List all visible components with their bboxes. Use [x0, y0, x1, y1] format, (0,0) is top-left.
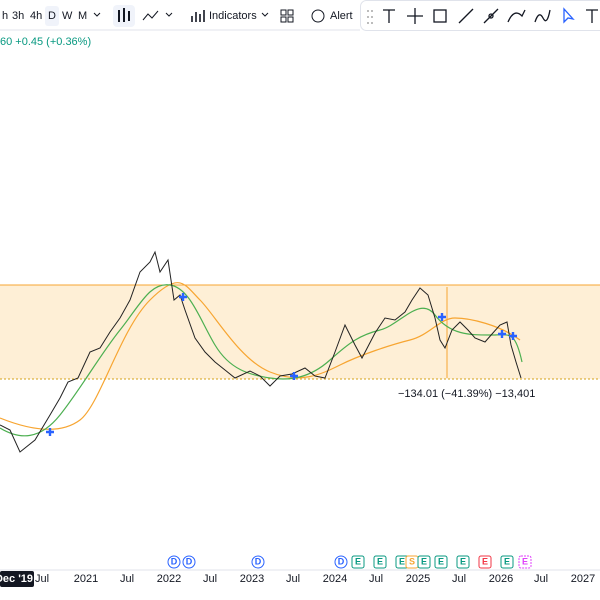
event-label: D: [186, 556, 193, 566]
drawing-tools[interactable]: [367, 7, 598, 24]
event-badge[interactable]: [478, 555, 492, 569]
time-label: Jul: [369, 573, 383, 585]
time-label: 2024: [323, 573, 347, 585]
measure-label: −134.01 (−41.39%) −13,401: [398, 388, 535, 400]
event-badge[interactable]: [167, 555, 181, 569]
time-label: Jul: [452, 573, 466, 585]
time-label: Jul: [35, 573, 49, 585]
time-label: 2027: [571, 573, 595, 585]
time-label: 2026: [489, 573, 513, 585]
range-band: [0, 285, 600, 379]
time-label: 2023: [240, 573, 264, 585]
event-label: E: [377, 556, 383, 566]
time-label: Dec '19: [0, 573, 33, 585]
event-badge[interactable]: [334, 555, 348, 569]
event-badge[interactable]: [500, 555, 514, 569]
event-badge[interactable]: [456, 555, 470, 569]
dropdown-arrow[interactable]: [165, 12, 173, 17]
event-label: E: [460, 556, 466, 566]
event-label: D: [171, 556, 178, 566]
event-badge[interactable]: [518, 555, 532, 569]
time-label: Jul: [120, 573, 134, 585]
event-label: D: [255, 556, 262, 566]
event-badge[interactable]: [434, 555, 448, 569]
slow-ma: [0, 282, 521, 430]
time-label: Jul: [534, 573, 548, 585]
indicators-button[interactable]: Indicators: [209, 10, 257, 22]
event-label: E: [482, 556, 488, 566]
time-label: 2021: [74, 573, 98, 585]
event-badge[interactable]: [373, 555, 387, 569]
event-badge[interactable]: [182, 555, 196, 569]
event-label: S: [409, 556, 415, 566]
dropdown-arrow[interactable]: [93, 12, 101, 17]
event-badge[interactable]: [417, 555, 431, 569]
event-label: E: [355, 556, 361, 566]
chart-type-icon[interactable]: [142, 10, 159, 21]
fast-ma: [0, 284, 523, 437]
time-axis: Dec '19 Jul 2021 Jul 2022 Jul 2023 Jul 2…: [0, 573, 595, 585]
price-series: [0, 250, 522, 453]
timeframe[interactable]: D: [48, 10, 56, 22]
events: D D D D E E E S E E E E E E: [167, 555, 532, 569]
time-label: 2025: [406, 573, 430, 585]
event-label: E: [522, 556, 528, 566]
event-label: E: [421, 556, 427, 566]
timeframe[interactable]: W: [62, 10, 73, 22]
time-cursor-label-bg: [0, 571, 34, 587]
timeframe[interactable]: h: [2, 10, 8, 22]
event-label: E: [504, 556, 510, 566]
event-badge[interactable]: [351, 555, 365, 569]
price-change: 60 +0.45 (+0.36%): [0, 36, 91, 48]
candles-icon: [118, 8, 130, 22]
alert-icon[interactable]: [311, 9, 325, 23]
timeframe[interactable]: M: [78, 10, 87, 22]
indicators-icon[interactable]: [191, 10, 205, 22]
event-label: E: [399, 556, 405, 566]
time-label: 2022: [157, 573, 181, 585]
timeframe[interactable]: 3h: [12, 10, 24, 22]
event-badge[interactable]: [251, 555, 265, 569]
layout-icon[interactable]: [280, 9, 294, 23]
time-label: Jul: [286, 573, 300, 585]
time-label: Jul: [203, 573, 217, 585]
timeframe[interactable]: 4h: [30, 10, 42, 22]
event-label: D: [338, 556, 345, 566]
signal-markers: [46, 293, 517, 436]
drawing-toolbar: [360, 0, 600, 31]
alert-button[interactable]: Alert: [330, 10, 353, 22]
dropdown-arrow[interactable]: [261, 12, 269, 17]
timeframe-active-bg: [45, 6, 59, 26]
event-label: E: [438, 556, 444, 566]
